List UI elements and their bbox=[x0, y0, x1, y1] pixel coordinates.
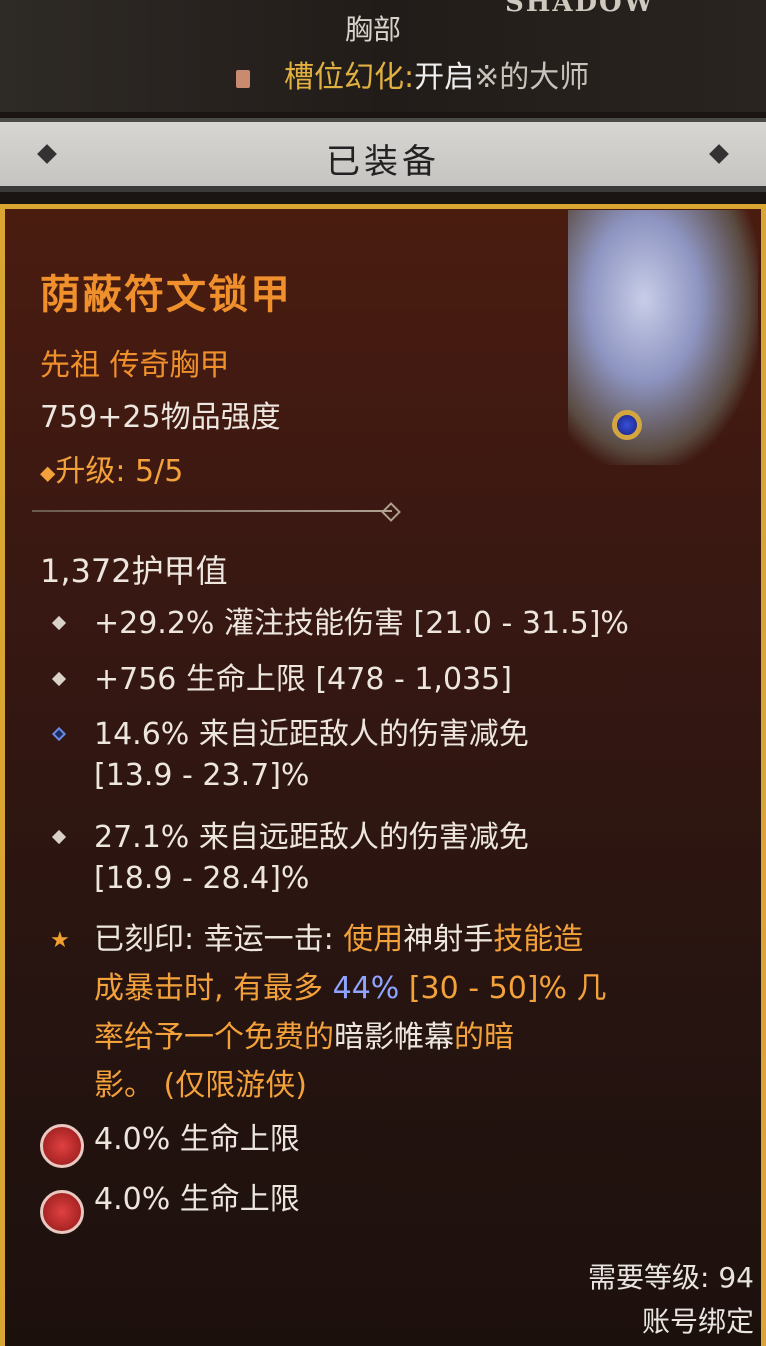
aspect-line: 成暴击时, 有最多 44% [30 - 50]% 几 bbox=[94, 963, 607, 1007]
upgrade-level: 升级: 5/5 bbox=[55, 454, 184, 489]
affix: 27.1% 来自远距敌人的伤害减免 bbox=[94, 820, 529, 855]
equipped-bar: 已装备 bbox=[0, 118, 766, 192]
aspect-text-segment: 成暴击时, 有最多 bbox=[94, 971, 333, 1006]
account-bound: 账号绑定 bbox=[641, 1305, 754, 1338]
transmog-row: 槽位幻化:开启※的大师 bbox=[236, 52, 589, 96]
ruby-socket-icon bbox=[40, 1190, 84, 1234]
aspect-text-segment: 技能造 bbox=[493, 922, 584, 957]
aspect-text-segment: 使用 bbox=[343, 922, 404, 957]
aspect-text-segment: 影。 (仅限游侠) bbox=[94, 1068, 307, 1103]
top-panel: SHADOW 胸部 槽位幻化:开启※的大师 bbox=[0, 0, 766, 112]
affix: 14.6% 来自近距敌人的伤害减免 bbox=[94, 717, 529, 752]
aspect-text-segment: [30 - 50]% 几 bbox=[399, 971, 607, 1006]
ruby-socket-icon bbox=[40, 1124, 84, 1168]
affix: +29.2% 灌注技能伤害 [21.0 - 31.5]% bbox=[94, 606, 629, 641]
transmog-label: 槽位幻化: bbox=[284, 60, 415, 95]
socket-affix: 4.0% 生命上限 bbox=[94, 1122, 300, 1157]
affix-range: [18.9 - 28.4]% bbox=[94, 861, 310, 896]
socket-affix: 4.0% 生命上限 bbox=[94, 1182, 300, 1217]
aspect-line: 率给予一个免费的暗影帷幕的暗 bbox=[94, 1012, 514, 1056]
item-image bbox=[568, 210, 758, 465]
affix-range: [13.9 - 23.7]% bbox=[94, 758, 310, 793]
slot-label: 胸部 bbox=[345, 13, 402, 46]
shadow-label: SHADOW bbox=[505, 0, 655, 18]
transmog-value: 开启 bbox=[414, 60, 475, 95]
aspect-text-segment: 率给予一个免费的 bbox=[94, 1020, 334, 1055]
affix: +756 生命上限 [478 - 1,035] bbox=[94, 662, 512, 697]
equipped-label: 已装备 bbox=[326, 142, 440, 182]
divider bbox=[32, 510, 392, 512]
aspect-text-segment: 神射手 bbox=[403, 922, 494, 957]
item-gem-icon bbox=[612, 410, 642, 440]
transmog-icon bbox=[236, 69, 250, 88]
armor-value: 1,372护甲值 bbox=[40, 552, 228, 590]
aspect-line: 已刻印: 幸运一击: 使用神射手技能造 bbox=[94, 914, 583, 958]
item-type: 先祖 传奇胸甲 bbox=[40, 348, 230, 383]
transmog-value-rest: ※的大师 bbox=[474, 60, 590, 95]
item-name: 荫蔽符文锁甲 bbox=[40, 272, 292, 318]
aspect-text-segment: 暗影帷幕 bbox=[334, 1020, 454, 1055]
aspect-line: 影。 (仅限游侠) bbox=[94, 1060, 307, 1104]
required-level: 需要等级: 94 bbox=[588, 1261, 754, 1294]
aspect-text-segment: 的暗 bbox=[454, 1020, 514, 1055]
aspect-text-segment: 44% bbox=[332, 971, 400, 1006]
item-power: 759+25物品强度 bbox=[40, 400, 281, 435]
upgrade-icon: ◆ bbox=[40, 460, 56, 485]
aspect-star-icon: ★ bbox=[50, 928, 70, 953]
aspect-text-segment: 已刻印: 幸运一击: bbox=[94, 922, 344, 957]
